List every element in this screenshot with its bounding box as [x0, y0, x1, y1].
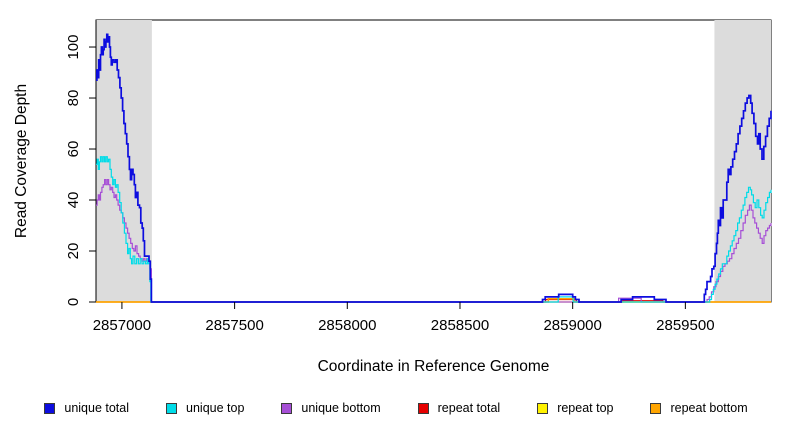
y-tick-label: 80 — [65, 90, 82, 107]
legend-label: repeat bottom — [670, 400, 748, 415]
y-tick-label: 60 — [65, 141, 82, 158]
x-axis-title: Coordinate in Reference Genome — [318, 358, 550, 375]
legend-swatch-repeat-top — [537, 402, 549, 414]
legend-swatch-unique-top — [166, 402, 178, 414]
legend-label: repeat top — [557, 400, 614, 415]
y-tick-label: 40 — [65, 192, 82, 209]
shaded-region — [714, 20, 771, 302]
legend-label: repeat total — [437, 400, 501, 415]
legend-label: unique total — [64, 400, 130, 415]
legend-swatch-repeat-total — [417, 402, 429, 414]
series-unique-total — [96, 33, 772, 303]
legend-item-unique-total: unique total — [44, 402, 129, 415]
plot-legend: unique total unique top unique bottom repea… — [0, 398, 792, 418]
series-unique-bottom — [96, 179, 772, 303]
legend-label: unique top — [186, 400, 245, 415]
x-tick-label: 2859000 — [543, 317, 601, 334]
y-tick-label: 0 — [65, 298, 82, 306]
legend-label: unique bottom — [301, 400, 381, 415]
legend-item-repeat-top: repeat top — [537, 402, 613, 415]
x-tick-label: 2858500 — [431, 317, 489, 334]
x-tick-label: 2857500 — [205, 317, 263, 334]
legend-item-repeat-bottom: repeat bottom — [650, 400, 748, 415]
legend-item-unique-top: unique top — [166, 402, 244, 415]
y-axis-title: Read Coverage Depth — [13, 84, 30, 238]
plot-box — [95, 19, 772, 303]
x-tick-label: 2859500 — [656, 317, 714, 334]
x-tick-label: 2858000 — [318, 317, 376, 334]
y-tick-label: 20 — [65, 243, 82, 260]
series-unique-top — [96, 156, 772, 303]
legend-item-unique-bottom: unique bottom — [281, 400, 381, 415]
legend-swatch-repeat-bottom — [650, 402, 662, 414]
x-tick-label: 2857000 — [93, 317, 151, 334]
y-tick-label: 100 — [65, 35, 82, 60]
legend-swatch-unique-bottom — [281, 402, 293, 414]
legend-item-repeat-total: repeat total — [417, 400, 501, 415]
legend-swatch-unique-total — [44, 402, 56, 414]
